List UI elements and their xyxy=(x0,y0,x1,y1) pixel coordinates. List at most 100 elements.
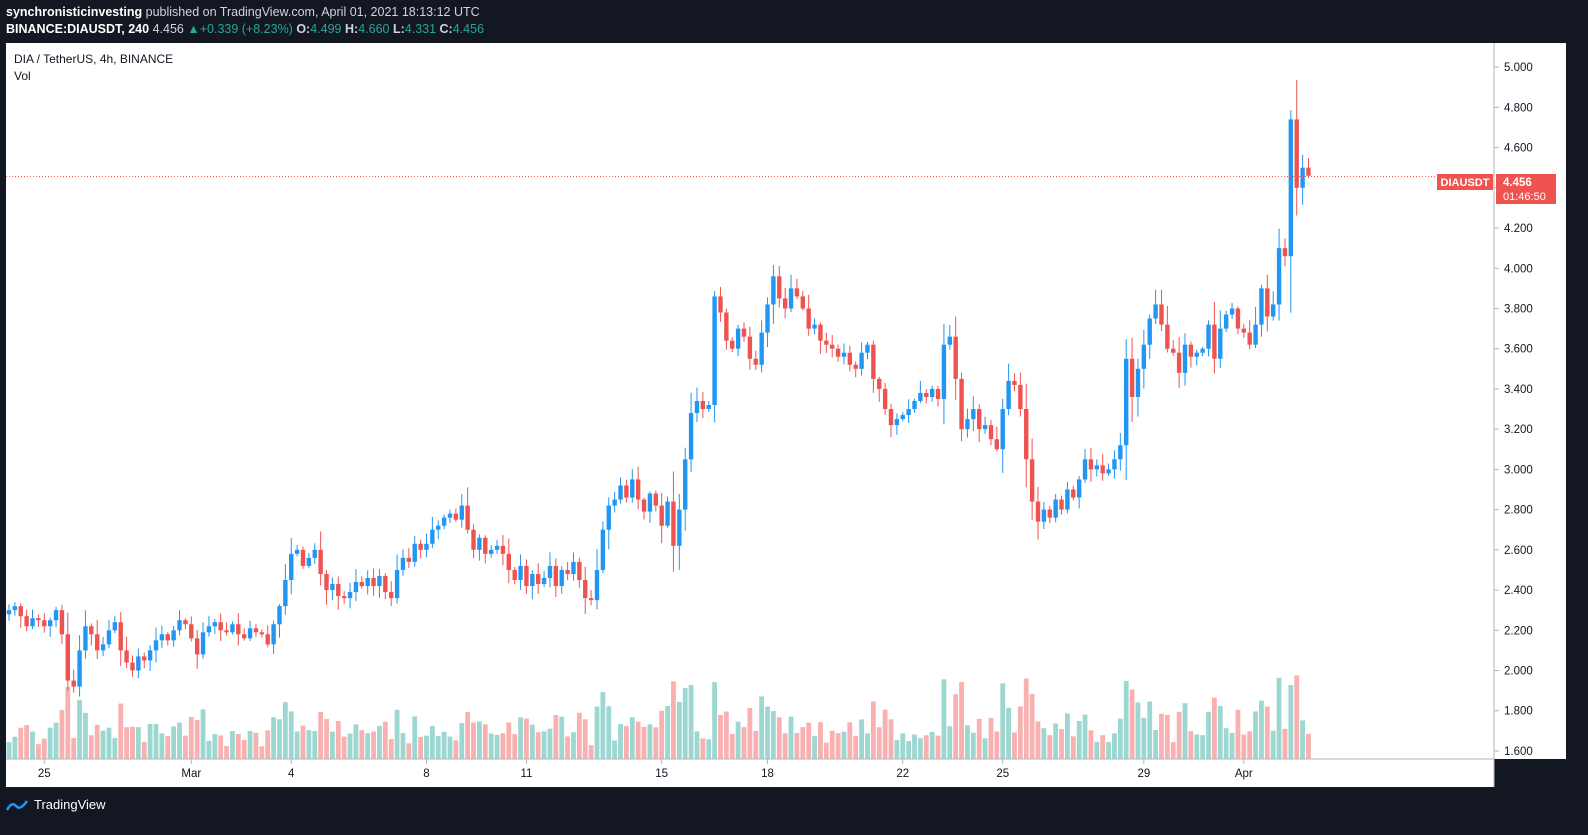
volume-bar xyxy=(106,727,112,759)
candle xyxy=(777,265,782,308)
candle-body xyxy=(47,620,53,627)
price-tick-label: 3.000 xyxy=(1504,464,1533,476)
tradingview-logo-icon xyxy=(6,799,28,811)
candle-body xyxy=(1012,380,1017,385)
candle xyxy=(524,559,529,594)
candle xyxy=(865,341,870,360)
volume-bar xyxy=(1141,717,1147,759)
candle xyxy=(500,534,506,566)
candle-body xyxy=(136,656,141,671)
volume-bar xyxy=(1082,714,1088,759)
time-axis-background xyxy=(6,759,1494,787)
candle xyxy=(935,385,941,407)
time-tick-label: Mar xyxy=(181,768,201,780)
volume-bar xyxy=(847,722,853,759)
candle-body xyxy=(200,632,206,655)
volume-bar xyxy=(835,733,841,759)
candle xyxy=(441,514,447,530)
candle-body xyxy=(218,622,223,631)
volume-bar xyxy=(941,679,947,759)
candle xyxy=(65,612,70,691)
plot-background xyxy=(6,43,1494,759)
volume-bar xyxy=(906,741,912,759)
volume-bar xyxy=(394,709,400,759)
volume-bar xyxy=(335,720,341,759)
candle xyxy=(1153,289,1158,325)
volume-legend: Vol xyxy=(14,69,31,83)
candle xyxy=(1235,306,1241,335)
candle-body xyxy=(265,634,270,645)
candle xyxy=(953,316,958,401)
author-name[interactable]: synchronisticinvesting xyxy=(6,5,143,19)
candle xyxy=(671,471,676,572)
candle-body xyxy=(553,565,559,587)
price-tick-label: 5.000 xyxy=(1504,62,1533,74)
candle-body xyxy=(777,276,782,299)
candle xyxy=(118,611,123,667)
volume-bar xyxy=(1229,732,1235,759)
candle-body xyxy=(1223,314,1229,329)
time-tick-label: Apr xyxy=(1235,768,1253,780)
candle xyxy=(147,645,153,671)
candle xyxy=(230,621,235,635)
volume-bar xyxy=(241,739,247,759)
volume-bar xyxy=(1164,714,1170,759)
candle-body xyxy=(788,288,794,309)
candle-body xyxy=(653,493,658,506)
candle-body xyxy=(1241,328,1246,333)
candle-body xyxy=(300,549,306,566)
candle xyxy=(389,581,394,607)
volume-bar xyxy=(1053,723,1059,759)
candle xyxy=(171,625,176,647)
candle xyxy=(1265,274,1270,332)
candle-body xyxy=(1065,489,1070,510)
candle-body xyxy=(430,529,435,544)
volume-bar xyxy=(982,738,988,759)
time-axis[interactable]: 25 Mar 4 8 11 15 18 22 25 29 Apr xyxy=(38,759,1253,780)
candle xyxy=(277,604,282,638)
volume-bar xyxy=(388,739,394,759)
volume-bar xyxy=(606,706,612,759)
volume-bar xyxy=(135,727,141,759)
volume-bar xyxy=(429,725,435,759)
candle xyxy=(136,648,141,679)
volume-bar xyxy=(547,728,553,759)
candle-body xyxy=(412,543,417,562)
candle xyxy=(653,490,658,512)
candle xyxy=(1300,154,1305,205)
volume-bar xyxy=(400,733,406,759)
candle-body xyxy=(294,549,300,554)
candle xyxy=(353,569,359,602)
volume-bar xyxy=(347,733,353,759)
candle-body xyxy=(1229,308,1235,315)
candle xyxy=(506,538,511,584)
time-tick-label: 25 xyxy=(996,768,1009,780)
candle xyxy=(1282,238,1288,267)
candle xyxy=(112,615,118,634)
candle-body xyxy=(1106,469,1111,474)
volume-bar xyxy=(235,733,241,759)
volume-bar xyxy=(1135,702,1141,759)
volume-bar xyxy=(923,735,929,759)
volume-bar xyxy=(253,732,259,759)
chart-legend-title: DIA / TetherUS, 4h, BINANCE xyxy=(14,52,173,66)
brand-footer[interactable]: TradingView xyxy=(6,797,106,812)
candle xyxy=(177,610,182,636)
volume-bar xyxy=(247,731,253,759)
volume-bar xyxy=(100,730,106,759)
candle xyxy=(488,545,494,558)
candle-body xyxy=(130,662,135,671)
candle-body xyxy=(1118,445,1123,460)
volume-bar xyxy=(212,734,218,759)
price-tick-label: 2.000 xyxy=(1504,666,1533,678)
volume-bar xyxy=(935,735,941,759)
volume-bar xyxy=(800,727,806,759)
candle-body xyxy=(406,557,412,562)
candle-body xyxy=(1271,304,1276,317)
candle xyxy=(818,322,823,354)
candle xyxy=(424,533,429,558)
volume-bar xyxy=(459,723,465,759)
candle xyxy=(1229,302,1235,319)
volume-bar xyxy=(1206,711,1211,759)
